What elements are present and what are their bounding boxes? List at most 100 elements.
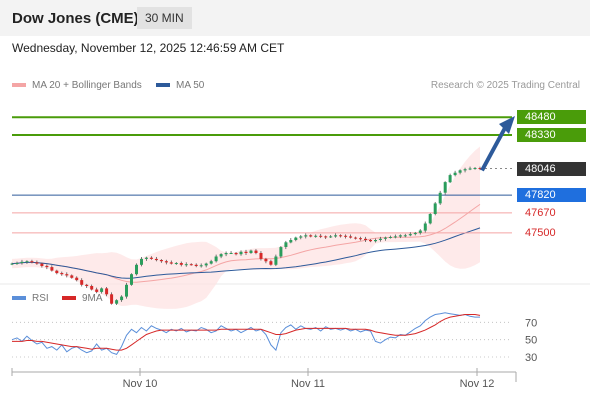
candle-body — [294, 237, 298, 240]
candle-body — [100, 288, 104, 292]
time-tick-label: Nov 10 — [123, 378, 158, 390]
candle-body — [179, 263, 183, 265]
price-tag-48330: 48330 — [517, 127, 586, 142]
candle-body — [388, 237, 392, 238]
candle-body — [60, 273, 64, 275]
candle-body — [169, 262, 173, 264]
chart-header: Dow Jones (CME) 30 MIN — [0, 0, 590, 36]
candle-body — [264, 258, 268, 262]
candle-body — [40, 263, 44, 266]
candle-body — [304, 235, 308, 237]
candle-body — [204, 263, 208, 266]
candle-body — [438, 192, 442, 204]
candle-body — [159, 260, 163, 262]
candle-body — [164, 261, 168, 263]
candle-body — [130, 274, 133, 285]
candle-body — [140, 258, 143, 265]
candle-body — [184, 264, 188, 266]
candle-body — [189, 264, 193, 266]
9ma-label: 9MA — [82, 293, 103, 304]
candle-body — [45, 265, 49, 268]
candle-body — [70, 275, 74, 278]
price-tag-48046: 48046 — [517, 161, 586, 176]
candle-body — [194, 264, 198, 266]
candle-body — [369, 240, 372, 242]
ma50-label: MA 50 — [176, 80, 205, 91]
candle-body — [254, 250, 258, 253]
candle-body — [85, 284, 89, 286]
9ma-line — [12, 314, 481, 351]
price-tag-47670: 47670 — [525, 206, 556, 219]
candle-body — [95, 289, 99, 292]
candle-body — [418, 230, 422, 233]
bollinger-band — [12, 146, 480, 309]
candle-body — [154, 258, 158, 261]
candle-body — [239, 251, 243, 255]
legend-ma20: MA 20 + Bollinger Bands — [12, 80, 142, 91]
candle-body — [15, 263, 19, 264]
candle-body — [473, 168, 477, 169]
candle-body — [259, 253, 263, 259]
candle-body — [428, 214, 432, 224]
candle-body — [75, 277, 79, 281]
candle-body — [110, 294, 114, 304]
candle-body — [25, 261, 29, 263]
candle-body — [269, 261, 273, 265]
candle-body — [274, 256, 278, 265]
candle-body — [299, 236, 303, 238]
candle-body — [214, 256, 218, 262]
candle-body — [413, 232, 417, 235]
legend-rsi: RSI — [12, 293, 49, 304]
ma20-label: MA 20 + Bollinger Bands — [32, 80, 142, 91]
candle-body — [378, 238, 382, 240]
candle-body — [393, 236, 397, 238]
candle-body — [80, 280, 84, 285]
forecast-arrow-head — [499, 115, 515, 134]
time-tick-label: Nov 11 — [291, 378, 325, 390]
rsi-line — [11, 312, 480, 356]
time-tick-label: Nov 12 — [460, 378, 495, 390]
candle-body — [224, 253, 228, 255]
candle-body — [10, 263, 14, 265]
legend-9ma: 9MA — [62, 293, 103, 304]
instrument-title: Dow Jones (CME) — [12, 10, 139, 27]
candle-body — [398, 235, 402, 237]
rsi-tick-50: 50 — [525, 335, 537, 347]
credit-text: Research © 2025 Trading Central — [430, 80, 580, 91]
candle-body — [279, 247, 283, 257]
rsi-swatch — [12, 296, 26, 301]
candle-body — [463, 169, 467, 171]
candle-body — [359, 238, 362, 240]
candle-body — [374, 240, 377, 242]
candle-body — [408, 234, 412, 236]
candle-body — [120, 296, 124, 301]
candle-body — [90, 286, 94, 290]
candle-body — [314, 235, 318, 237]
candle-body — [478, 168, 482, 169]
candle-body — [289, 240, 293, 243]
chart-datetime: Wednesday, November 12, 2025 12:46:59 AM… — [12, 41, 285, 55]
forecast-arrow — [480, 127, 507, 172]
candle-body — [65, 274, 69, 276]
candle-body — [50, 267, 54, 271]
candle-body — [135, 264, 138, 275]
candle-body — [144, 257, 148, 259]
interval-badge[interactable]: 30 MIN — [137, 7, 192, 29]
price-tag-48480: 48480 — [517, 110, 586, 125]
candle-body — [229, 253, 233, 254]
candle-body — [319, 235, 323, 237]
candle-body — [458, 170, 462, 173]
candle-body — [324, 236, 328, 238]
rsi-tick-70: 70 — [525, 317, 537, 329]
candle-body — [284, 242, 288, 247]
candle-body — [20, 261, 24, 263]
candle-body — [105, 288, 109, 295]
candle-body — [55, 270, 59, 274]
candle-body — [30, 261, 34, 263]
candle-body — [309, 235, 313, 237]
candle-body — [448, 175, 452, 183]
candle-body — [344, 235, 348, 237]
candle-body — [249, 250, 253, 253]
candle-body — [354, 237, 358, 239]
candle-body — [329, 236, 333, 238]
